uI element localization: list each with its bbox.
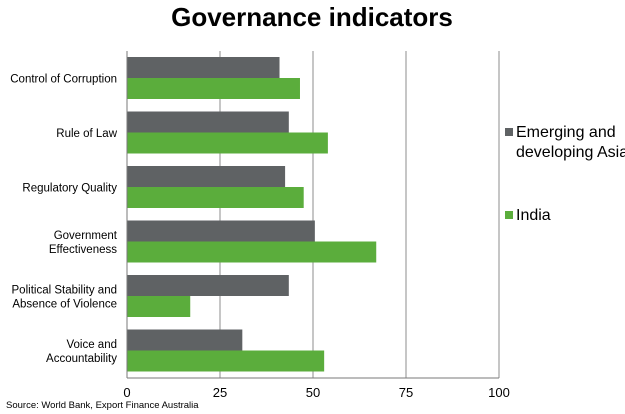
x-tick-labels: 0 25 50 75 100 <box>123 385 509 400</box>
bars <box>127 57 377 372</box>
legend-swatch <box>505 128 513 136</box>
axes <box>126 51 499 379</box>
bar-india <box>127 350 325 372</box>
bar-india <box>127 296 191 317</box>
x-tick-label: 75 <box>399 385 413 400</box>
bar-asia <box>127 275 289 296</box>
legend-swatch <box>505 211 513 219</box>
bar-asia <box>127 329 243 351</box>
category-label: Government Effectiveness <box>49 230 118 256</box>
bar-asia <box>127 166 286 187</box>
x-tick-label: 25 <box>213 385 227 400</box>
bar-india <box>127 241 377 263</box>
chart-title: Governance indicators <box>171 2 453 32</box>
gridlines <box>219 51 500 378</box>
legend-label: Emerging and developing Asia <box>516 124 625 161</box>
category-label: Control of Corruption <box>10 73 117 85</box>
category-labels: Control of Corruption Rule of Law Regulato… <box>10 73 118 365</box>
category-label: Voice and Accountability <box>46 339 117 365</box>
legend: Emerging and developing Asia India <box>505 124 625 224</box>
bar-asia <box>127 57 280 78</box>
category-label: Rule of Law <box>56 128 117 140</box>
bar-asia <box>127 111 289 133</box>
bar-india <box>127 132 328 154</box>
bar-india <box>127 78 300 99</box>
x-tick-label: 0 <box>123 385 130 400</box>
source-note: Source: World Bank, Export Finance Austr… <box>6 400 199 411</box>
legend-label: India <box>516 207 551 224</box>
x-tick-label: 50 <box>306 385 320 400</box>
x-tick-label: 100 <box>488 385 510 400</box>
category-label: Political Stability and Absence of Violen… <box>12 284 117 310</box>
category-label: Regulatory Quality <box>22 182 117 194</box>
bar-asia <box>127 220 315 242</box>
bar-india <box>127 187 304 208</box>
